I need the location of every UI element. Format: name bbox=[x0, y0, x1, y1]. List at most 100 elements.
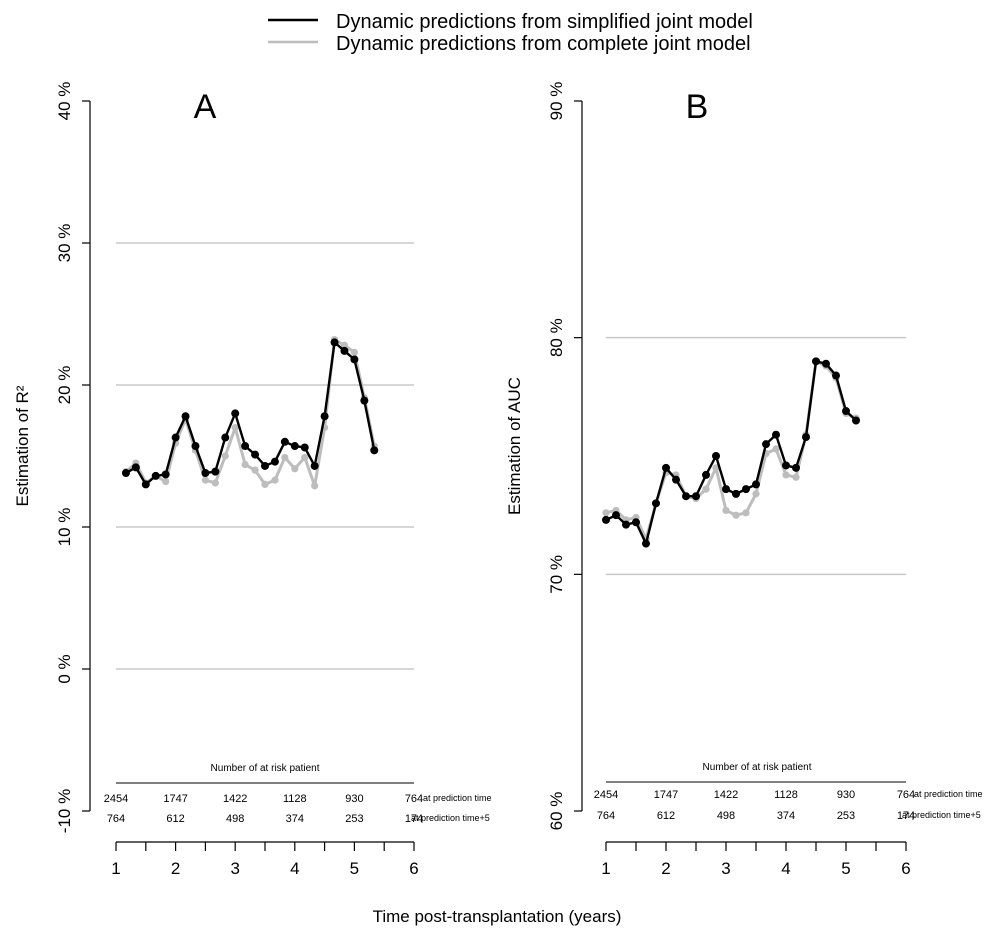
data-point-complete bbox=[311, 482, 319, 490]
x-tick-label: 3 bbox=[721, 859, 730, 878]
data-point-complete bbox=[732, 511, 740, 519]
data-point-complete bbox=[211, 479, 219, 487]
risk-count-prediction-time-plus-5: 498 bbox=[226, 813, 244, 825]
risk-row-label: at prediction time bbox=[914, 789, 983, 799]
risk-count-prediction-time-plus-5: 612 bbox=[166, 813, 184, 825]
data-point-complete bbox=[221, 452, 229, 460]
data-point-simplified bbox=[161, 470, 170, 479]
y-axis-title: Estimation of R² bbox=[13, 385, 32, 506]
data-point-simplified bbox=[171, 433, 180, 442]
data-point-simplified bbox=[732, 489, 741, 498]
data-point-complete bbox=[772, 445, 780, 453]
panel-label: A bbox=[194, 88, 217, 126]
risk-count-prediction-time: 1422 bbox=[223, 793, 247, 805]
risk-count-prediction-time-plus-5: 498 bbox=[717, 810, 735, 822]
y-tick-label: 70 % bbox=[547, 555, 566, 594]
data-point-simplified bbox=[812, 357, 820, 366]
data-point-simplified bbox=[370, 446, 379, 455]
risk-count-prediction-time: 1422 bbox=[714, 789, 738, 801]
data-point-complete bbox=[271, 476, 279, 484]
risk-count-prediction-time-plus-5: 374 bbox=[777, 810, 795, 822]
x-tick-label: 6 bbox=[409, 859, 418, 878]
risk-count-prediction-time-plus-5: 174 bbox=[405, 813, 423, 825]
risk-count-prediction-time: 1128 bbox=[774, 789, 798, 801]
series-line-complete bbox=[124, 338, 376, 488]
data-point-simplified bbox=[651, 499, 660, 508]
data-point-simplified bbox=[251, 450, 260, 459]
data-point-simplified bbox=[270, 457, 279, 466]
data-point-simplified bbox=[261, 461, 269, 470]
data-point-complete bbox=[162, 477, 170, 486]
data-point-simplified bbox=[300, 443, 309, 452]
risk-count-prediction-time: 1128 bbox=[283, 793, 307, 805]
risk-count-prediction-time: 1747 bbox=[163, 793, 187, 805]
data-point-simplified bbox=[792, 463, 801, 472]
risk-row-label: at prediction time bbox=[423, 793, 492, 803]
x-tick-label: 6 bbox=[901, 859, 910, 878]
risk-count-prediction-time-plus-5: 253 bbox=[345, 813, 363, 825]
data-point-complete bbox=[291, 465, 299, 473]
data-point-simplified bbox=[822, 359, 831, 368]
risk-count-prediction-time-plus-5: 764 bbox=[597, 810, 615, 822]
data-point-simplified bbox=[181, 412, 190, 421]
data-point-complete bbox=[231, 424, 239, 432]
data-point-simplified bbox=[692, 492, 700, 501]
data-point-simplified bbox=[632, 518, 640, 527]
data-point-simplified bbox=[151, 471, 160, 480]
data-point-complete bbox=[251, 466, 259, 474]
data-point-simplified bbox=[330, 338, 339, 347]
legend-label-complete: Dynamic predictions from complete joint … bbox=[336, 33, 751, 55]
data-point-simplified bbox=[221, 433, 230, 442]
data-point-simplified bbox=[602, 515, 610, 524]
y-axis-title: Estimation of AUC bbox=[505, 377, 524, 515]
data-point-simplified bbox=[642, 539, 651, 548]
data-point-simplified bbox=[191, 442, 200, 451]
data-point-complete bbox=[340, 341, 349, 349]
x-tick-label: 1 bbox=[601, 859, 610, 878]
risk-count-prediction-time: 1747 bbox=[654, 789, 678, 801]
data-point-simplified bbox=[280, 437, 289, 446]
data-point-complete bbox=[752, 490, 760, 498]
panel-b: 60 % 70 % 80 % 90 % Estimation of AUC B Number… bbox=[505, 82, 983, 878]
risk-count-prediction-time: 764 bbox=[897, 789, 915, 801]
y-tick-label: -10 % bbox=[55, 789, 74, 833]
data-point-simplified bbox=[681, 492, 690, 501]
risk-count-prediction-time-plus-5: 174 bbox=[897, 810, 915, 822]
risk-count-prediction-time-plus-5: 253 bbox=[837, 810, 855, 822]
data-point-simplified bbox=[241, 442, 250, 451]
risk-table-title: Number of at risk patient bbox=[703, 762, 812, 773]
risk-count-prediction-time: 2454 bbox=[594, 789, 618, 801]
data-point-simplified bbox=[782, 461, 790, 470]
data-point-simplified bbox=[752, 480, 760, 489]
data-point-simplified bbox=[831, 371, 840, 380]
data-point-simplified bbox=[201, 469, 210, 478]
y-tick-label: 0 % bbox=[55, 654, 74, 683]
data-point-simplified bbox=[211, 467, 220, 476]
x-tick-label: 4 bbox=[781, 859, 790, 878]
x-tick-label: 2 bbox=[661, 859, 670, 878]
risk-count-prediction-time: 2454 bbox=[104, 793, 128, 805]
data-point-complete bbox=[281, 453, 289, 462]
data-point-simplified bbox=[801, 433, 810, 442]
data-point-complete bbox=[722, 506, 730, 515]
data-point-simplified bbox=[672, 475, 681, 484]
data-point-simplified bbox=[231, 409, 240, 418]
data-point-simplified bbox=[141, 480, 150, 489]
y-tick-label: 10 % bbox=[55, 508, 74, 547]
x-tick-label: 3 bbox=[230, 859, 239, 878]
y-tick-label: 80 % bbox=[547, 318, 566, 357]
series-line-simplified bbox=[125, 341, 376, 486]
y-tick-label: 40 % bbox=[55, 82, 74, 121]
data-point-complete bbox=[742, 509, 750, 517]
data-point-complete bbox=[201, 476, 209, 484]
data-point-simplified bbox=[290, 442, 299, 451]
x-tick-label: 5 bbox=[350, 859, 359, 878]
data-point-simplified bbox=[741, 485, 750, 494]
x-tick-label: 2 bbox=[171, 859, 180, 878]
data-point-simplified bbox=[320, 412, 329, 421]
risk-row-label: at prediction time+5 bbox=[411, 813, 490, 823]
data-point-simplified bbox=[310, 461, 319, 470]
data-point-simplified bbox=[702, 470, 711, 479]
risk-table-title: Number of at risk patient bbox=[211, 763, 320, 774]
